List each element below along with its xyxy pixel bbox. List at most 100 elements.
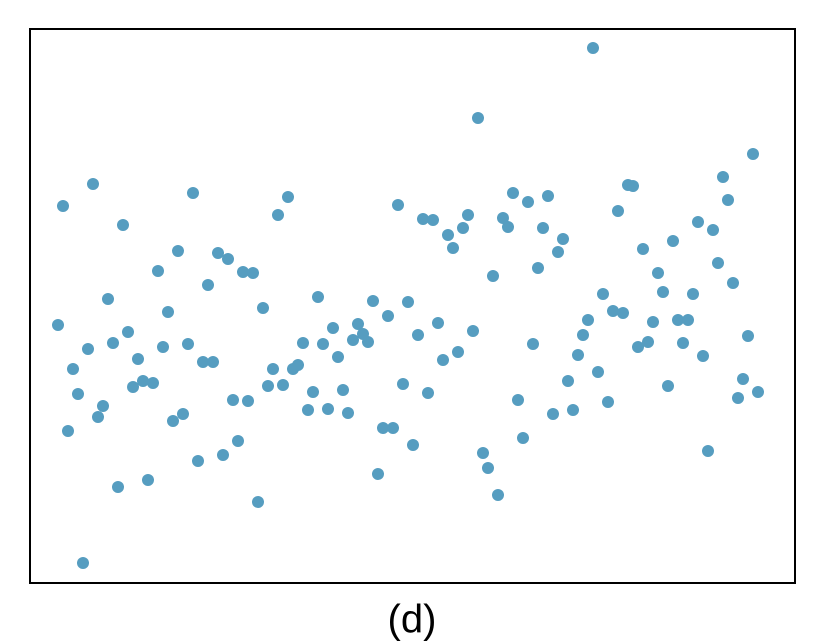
point: [347, 334, 359, 346]
point: [467, 325, 479, 337]
point: [382, 310, 394, 322]
point: [162, 306, 174, 318]
point: [602, 396, 614, 408]
point: [712, 257, 724, 269]
point: [637, 243, 649, 255]
point: [697, 350, 709, 362]
point: [307, 386, 319, 398]
point: [662, 380, 674, 392]
point: [252, 496, 264, 508]
point: [212, 247, 224, 259]
point: [207, 356, 219, 368]
point: [692, 216, 704, 228]
point: [237, 266, 249, 278]
point: [402, 296, 414, 308]
point: [77, 557, 89, 569]
point: [317, 338, 329, 350]
point: [112, 481, 124, 493]
point: [127, 381, 139, 393]
point: [312, 291, 324, 303]
point: [537, 222, 549, 234]
point: [707, 224, 719, 236]
point: [72, 388, 84, 400]
point: [742, 330, 754, 342]
point: [242, 395, 254, 407]
point: [62, 425, 74, 437]
point: [592, 366, 604, 378]
point: [392, 199, 404, 211]
point: [227, 394, 239, 406]
point: [587, 42, 599, 54]
point: [722, 194, 734, 206]
point: [197, 356, 209, 368]
point: [652, 267, 664, 279]
point: [677, 337, 689, 349]
point: [97, 400, 109, 412]
point: [617, 307, 629, 319]
plot-frame: [29, 28, 796, 584]
point: [92, 411, 104, 423]
point: [452, 346, 464, 358]
point: [247, 267, 259, 279]
point: [492, 489, 504, 501]
point: [482, 462, 494, 474]
point: [462, 209, 474, 221]
point: [412, 329, 424, 341]
point: [542, 190, 554, 202]
point: [192, 455, 204, 467]
point: [477, 447, 489, 459]
point: [362, 336, 374, 348]
point: [642, 336, 654, 348]
point: [52, 319, 64, 331]
point: [152, 265, 164, 277]
point: [417, 213, 429, 225]
point: [472, 112, 484, 124]
point: [67, 363, 79, 375]
point: [527, 338, 539, 350]
point: [107, 337, 119, 349]
point: [187, 187, 199, 199]
point: [682, 314, 694, 326]
point: [262, 380, 274, 392]
point: [557, 233, 569, 245]
point: [577, 329, 589, 341]
point: [167, 415, 179, 427]
point: [657, 286, 669, 298]
chart-title: (d): [388, 598, 437, 642]
point: [57, 200, 69, 212]
point: [522, 196, 534, 208]
point: [582, 314, 594, 326]
point: [717, 171, 729, 183]
point: [147, 377, 159, 389]
point: [407, 439, 419, 451]
point: [297, 337, 309, 349]
point: [727, 277, 739, 289]
point: [377, 422, 389, 434]
point: [137, 375, 149, 387]
point: [422, 387, 434, 399]
point: [182, 338, 194, 350]
point: [597, 288, 609, 300]
point: [122, 326, 134, 338]
point: [607, 305, 619, 317]
point: [447, 242, 459, 254]
point: [752, 386, 764, 398]
point: [222, 253, 234, 265]
point: [87, 178, 99, 190]
point: [687, 288, 699, 300]
point: [157, 341, 169, 353]
point: [282, 191, 294, 203]
point: [427, 214, 439, 226]
point: [177, 408, 189, 420]
point: [497, 212, 509, 224]
point: [532, 262, 544, 274]
point: [202, 279, 214, 291]
point: [117, 219, 129, 231]
point: [302, 404, 314, 416]
point: [387, 422, 399, 434]
point: [667, 235, 679, 247]
point: [277, 379, 289, 391]
point: [647, 316, 659, 328]
